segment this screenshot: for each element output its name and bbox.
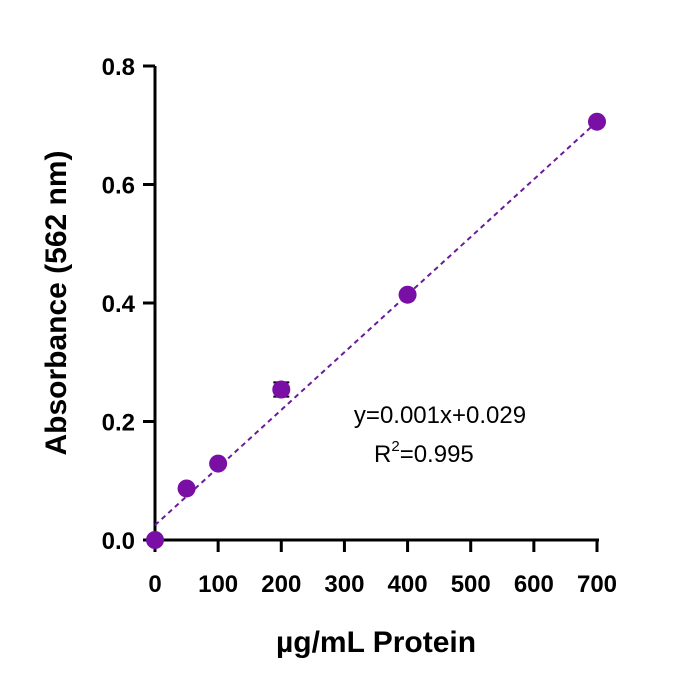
y-tick-label: 0.0 [102, 528, 135, 555]
r-squared: R2=0.995 [374, 438, 474, 468]
x-tick-label: 300 [324, 571, 364, 598]
fit-line [154, 120, 598, 526]
data-point [146, 531, 164, 549]
data-point [398, 285, 417, 304]
y-ticks: 0.0 0.2 0.4 0.6 0.8 [102, 54, 155, 555]
x-tick-label: 600 [514, 571, 554, 598]
data-point [272, 380, 291, 399]
fit-equation: y=0.001x+0.029 [354, 402, 526, 429]
y-tick-label: 0.2 [102, 410, 135, 437]
y-tick-label: 0.4 [102, 291, 136, 318]
data-point [177, 479, 196, 498]
x-tick-label: 100 [198, 571, 238, 598]
x-tick-label: 500 [451, 571, 491, 598]
r-squared-letter: R [374, 441, 391, 468]
y-tick-label: 0.6 [102, 173, 135, 200]
x-tick-label: 0 [148, 571, 161, 598]
x-tick-label: 700 [577, 571, 617, 598]
y-axis-title: Absorbance (562 nm) [40, 150, 73, 455]
x-ticks: 0 100 200 300 400 500 600 700 [148, 540, 617, 598]
r-squared-value: =0.995 [400, 441, 474, 468]
x-axis-title: µg/mL Protein [276, 626, 476, 659]
x-tick-label: 400 [388, 571, 428, 598]
r-squared-exponent: 2 [391, 438, 399, 455]
y-tick-label: 0.8 [102, 54, 135, 81]
data-point [588, 112, 606, 131]
fit-layer [154, 120, 598, 526]
x-tick-label: 200 [261, 571, 301, 598]
points-layer [146, 112, 606, 549]
data-point [209, 454, 228, 473]
